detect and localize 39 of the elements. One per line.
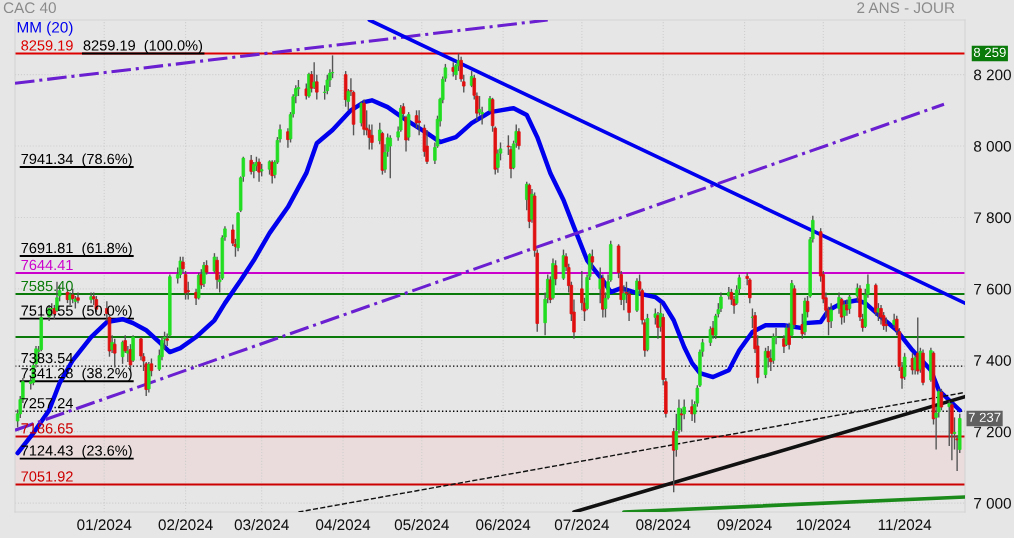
ref-line-label: 8259.19 (100.0%)	[83, 39, 203, 54]
annotation: 7 237	[968, 412, 1001, 422]
chart-subtitle: 2 ANS - JOUR	[857, 2, 955, 14]
candlestick	[425, 129, 429, 165]
ref-line-label: 7124.43 (23.6%)	[21, 445, 132, 459]
y-tick-label: 8 200	[974, 69, 1011, 81]
y-tick-label: 7 800	[974, 212, 1011, 224]
y-tick-label: 8 000	[974, 140, 1011, 152]
y-tick-label: 7 000	[974, 497, 1011, 509]
candlestick	[590, 248, 595, 270]
candlestick	[719, 291, 723, 313]
x-tick-label: 08/2024	[636, 518, 691, 531]
candlestick	[517, 127, 521, 151]
x-tick-label: 11/2024	[878, 518, 932, 531]
ref-line-label: 7941.34 (78.6%)	[21, 153, 132, 167]
ref-line-label: 7585.40	[21, 280, 73, 292]
candlestick	[950, 402, 954, 461]
x-tick-label: 03/2024	[234, 518, 289, 531]
y-tick-label: 7 600	[974, 283, 1011, 295]
x-tick-label: 04/2024	[316, 518, 371, 531]
x-tick-label: 01/2024	[77, 518, 132, 531]
y-tick-label: 7 400	[974, 355, 1011, 366]
chart-title: CAC 40	[3, 2, 56, 14]
candlestick	[748, 277, 752, 304]
x-tick-label: 09/2024	[717, 518, 772, 531]
annotation: 8 259	[973, 47, 1006, 58]
x-tick-label: 05/2024	[394, 518, 449, 531]
ref-line-label: 8259.19	[21, 40, 73, 51]
x-tick-label: 07/2024	[554, 518, 610, 531]
x-tick-label: 06/2024	[476, 518, 531, 531]
candlestick	[215, 256, 219, 290]
x-tick-label: 10/2024	[796, 518, 851, 531]
x-tick-label: 02/2024	[158, 518, 213, 531]
text: MM (20)	[17, 21, 73, 36]
ref-line-label: 7691.81 (61.8%)	[21, 242, 132, 257]
ref-line-label: 7051.92	[21, 471, 73, 482]
ref-line-label: 7644.41	[21, 259, 73, 271]
y-tick-label: 7 200	[974, 426, 1011, 438]
candlestick	[249, 154, 253, 176]
